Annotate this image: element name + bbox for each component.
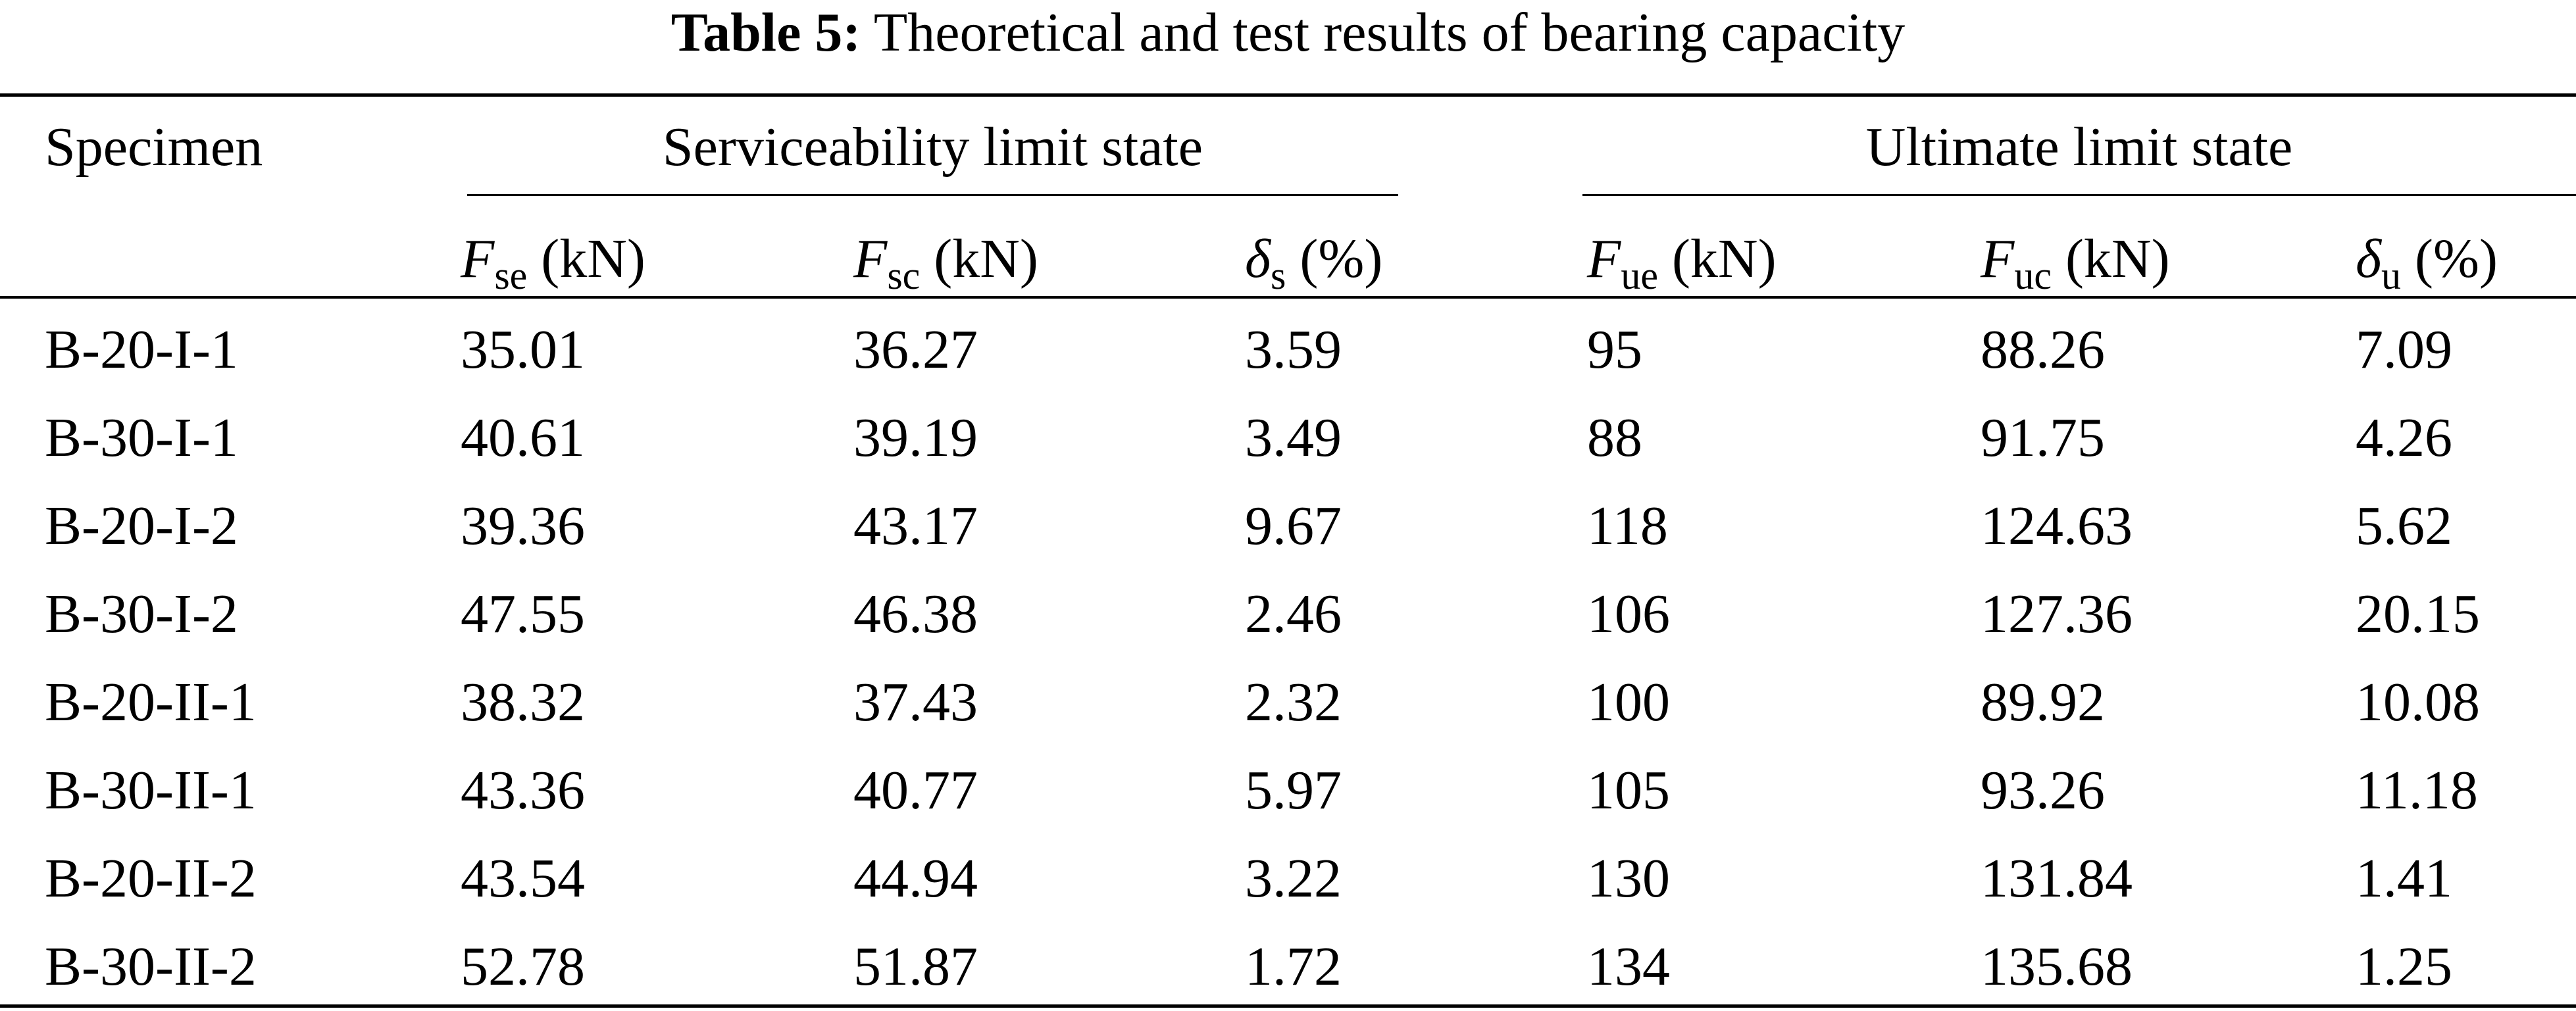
col-unit: (%) — [2401, 228, 2498, 289]
cell-delta-s: 3.59 — [1245, 319, 1342, 380]
cell-f-sc: 37.43 — [853, 672, 978, 733]
cell-delta-s: 3.22 — [1245, 848, 1342, 909]
serviceability-header: Serviceability limit state — [662, 116, 1203, 178]
cell-f-se: 52.78 — [461, 936, 585, 997]
header-bottom-rule — [0, 296, 2576, 299]
cell-f-ue: 134 — [1587, 936, 1670, 997]
cell-delta-u: 4.26 — [2356, 407, 2452, 468]
cell-specimen: B-30-I-1 — [45, 407, 238, 468]
cell-delta-u: 1.41 — [2356, 848, 2452, 909]
col-subscript: uc — [2014, 254, 2052, 297]
col-subscript: sc — [887, 254, 921, 297]
col-symbol: δ — [2356, 228, 2382, 289]
cell-f-ue: 105 — [1587, 760, 1670, 821]
col-header-f-uc: Fuc (kN) — [1981, 226, 2170, 297]
cell-delta-u: 5.62 — [2356, 495, 2452, 556]
cell-delta-s: 2.46 — [1245, 583, 1342, 645]
cell-delta-s: 5.97 — [1245, 760, 1342, 821]
cell-delta-u: 10.08 — [2356, 672, 2480, 733]
cell-delta-u: 1.25 — [2356, 936, 2452, 997]
col-subscript: ue — [1621, 254, 1658, 297]
cell-f-sc: 39.19 — [853, 407, 978, 468]
bottom-rule — [0, 1004, 2576, 1008]
col-subscript: se — [494, 254, 528, 297]
cell-f-uc: 88.26 — [1981, 319, 2105, 380]
col-header-delta-s: δs (%) — [1245, 226, 1382, 297]
cell-specimen: B-30-II-2 — [45, 936, 257, 997]
top-rule — [0, 93, 2576, 97]
cell-delta-s: 3.49 — [1245, 407, 1342, 468]
cell-f-uc: 131.84 — [1981, 848, 2133, 909]
col-symbol: F — [1981, 228, 2015, 289]
col-symbol: F — [461, 228, 495, 289]
cell-f-sc: 51.87 — [853, 936, 978, 997]
cell-f-ue: 100 — [1587, 672, 1670, 733]
cell-f-ue: 88 — [1587, 407, 1642, 468]
cell-f-ue: 106 — [1587, 583, 1670, 645]
cell-f-uc: 135.68 — [1981, 936, 2133, 997]
cell-f-sc: 46.38 — [853, 583, 978, 645]
cell-delta-u: 7.09 — [2356, 319, 2452, 380]
col-subscript: u — [2381, 254, 2402, 297]
cell-delta-s: 9.67 — [1245, 495, 1342, 556]
cell-delta-u: 20.15 — [2356, 583, 2480, 645]
cell-f-ue: 130 — [1587, 848, 1670, 909]
cell-f-sc: 44.94 — [853, 848, 978, 909]
col-header-f-ue: Fue (kN) — [1587, 226, 1777, 297]
cell-f-se: 38.32 — [461, 672, 585, 733]
col-header-f-se: Fse (kN) — [461, 226, 645, 297]
cell-delta-s: 2.32 — [1245, 672, 1342, 733]
cell-f-se: 35.01 — [461, 319, 585, 380]
table-caption: Table 5: Theoretical and test results of… — [0, 0, 2576, 72]
cell-f-sc: 43.17 — [853, 495, 978, 556]
cell-f-uc: 93.26 — [1981, 760, 2105, 821]
cell-f-sc: 36.27 — [853, 319, 978, 380]
cell-f-se: 40.61 — [461, 407, 585, 468]
cell-specimen: B-20-I-2 — [45, 495, 238, 556]
col-symbol: F — [1587, 228, 1621, 289]
col-header-delta-u: δu (%) — [2356, 226, 2498, 297]
cell-f-se: 43.36 — [461, 760, 585, 821]
cell-f-uc: 91.75 — [1981, 407, 2105, 468]
cell-specimen: B-30-II-1 — [45, 760, 257, 821]
serviceability-group-rule — [467, 194, 1398, 196]
ultimate-group-rule — [1582, 194, 2576, 196]
cell-specimen: B-20-II-1 — [45, 672, 257, 733]
cell-specimen: B-20-I-1 — [45, 319, 238, 380]
cell-f-uc: 127.36 — [1981, 583, 2133, 645]
cell-f-ue: 95 — [1587, 319, 1642, 380]
col-subscript: s — [1271, 254, 1286, 297]
cell-f-se: 47.55 — [461, 583, 585, 645]
col-symbol: F — [853, 228, 888, 289]
col-unit: (kN) — [920, 228, 1038, 289]
cell-f-uc: 89.92 — [1981, 672, 2105, 733]
cell-f-uc: 124.63 — [1981, 495, 2133, 556]
col-unit: (kN) — [1657, 228, 1777, 289]
col-header-f-sc: Fsc (kN) — [853, 226, 1038, 297]
cell-f-sc: 40.77 — [853, 760, 978, 821]
cell-delta-s: 1.72 — [1245, 936, 1342, 997]
caption-label: Table 5: — [670, 2, 861, 63]
cell-specimen: B-30-I-2 — [45, 583, 238, 645]
cell-specimen: B-20-II-2 — [45, 848, 257, 909]
col-unit: (kN) — [2051, 228, 2170, 289]
caption-text: Theoretical and test results of bearing … — [873, 2, 1906, 63]
cell-delta-u: 11.18 — [2356, 760, 2478, 821]
cell-f-ue: 118 — [1587, 495, 1668, 556]
specimen-header: Specimen — [45, 116, 263, 178]
col-unit: (kN) — [527, 228, 645, 289]
col-unit: (%) — [1286, 228, 1383, 289]
col-symbol: δ — [1245, 228, 1271, 289]
cell-f-se: 39.36 — [461, 495, 585, 556]
cell-f-se: 43.54 — [461, 848, 585, 909]
ultimate-header: Ultimate limit state — [1865, 116, 2293, 178]
